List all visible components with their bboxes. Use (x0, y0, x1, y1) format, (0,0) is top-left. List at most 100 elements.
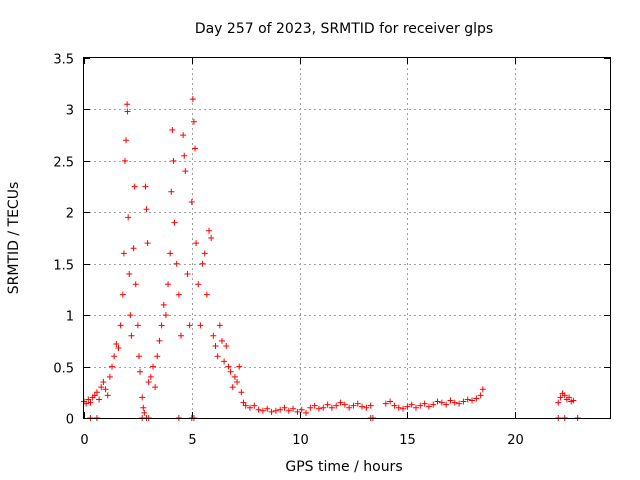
x-axis-label: GPS time / hours (285, 459, 402, 475)
data-point (195, 281, 202, 288)
data-point (350, 402, 357, 409)
data-point (246, 404, 253, 411)
data-point (443, 401, 450, 408)
data-point (294, 408, 301, 415)
data-point (255, 406, 262, 413)
x-tick-labels: 0 5 10 15 20 (80, 433, 523, 448)
data-point (251, 402, 258, 409)
data-point (307, 404, 314, 411)
data-point (328, 404, 335, 411)
data-point (570, 397, 577, 404)
data-point (387, 398, 394, 405)
data-point (264, 405, 271, 412)
data-point (238, 389, 245, 396)
data-point (408, 401, 415, 408)
data-point (201, 250, 208, 257)
data-point (311, 402, 318, 409)
data-point (400, 405, 407, 412)
y-tick-label: 1 (66, 310, 74, 325)
data-point (158, 322, 165, 329)
data-point (168, 188, 175, 195)
data-point (131, 183, 138, 190)
data-point (382, 400, 389, 407)
data-point (126, 271, 133, 277)
y-tick-label: 2.5 (53, 156, 74, 171)
data-point (134, 322, 141, 329)
data-point (91, 392, 98, 399)
data-point (117, 322, 124, 329)
data-point (147, 373, 154, 380)
data-point (469, 397, 476, 404)
data-point (417, 402, 424, 409)
data-point (234, 379, 241, 385)
y-tick-label: 3.5 (53, 53, 74, 68)
data-point (120, 250, 127, 257)
data-point (127, 312, 134, 319)
x-tick-label: 20 (507, 433, 524, 448)
data-point (173, 260, 180, 267)
data-point (165, 281, 172, 288)
data-point (111, 353, 118, 360)
data-point (115, 345, 122, 352)
data-point (128, 332, 135, 339)
data-point (124, 101, 131, 108)
axis-ticks (84, 58, 610, 419)
data-point (93, 389, 100, 396)
data-point (281, 404, 288, 411)
data-point (199, 260, 206, 267)
data-point (87, 399, 94, 406)
data-point (160, 301, 167, 308)
x-tick-label: 15 (399, 433, 416, 448)
data-point (210, 332, 217, 339)
data-point (162, 312, 169, 319)
data-point (303, 409, 310, 416)
data-point (98, 384, 105, 391)
data-point (229, 384, 236, 391)
data-point (479, 386, 486, 393)
data-point (341, 401, 348, 408)
data-point (221, 358, 228, 365)
x-tick-label: 0 (80, 433, 88, 448)
data-point (395, 404, 402, 411)
data-point (272, 407, 279, 414)
data-point (298, 406, 305, 413)
data-point (561, 392, 568, 399)
data-point (412, 404, 419, 411)
data-point (430, 401, 437, 408)
data-point (227, 368, 234, 375)
data-point (144, 240, 151, 247)
data-point (106, 373, 113, 380)
data-point (135, 353, 142, 360)
data-point (85, 396, 92, 403)
data-point (186, 322, 193, 329)
data-point (404, 403, 411, 410)
data-point (290, 405, 297, 412)
data-point (277, 406, 284, 413)
data-point (391, 402, 398, 409)
data-point (109, 363, 116, 370)
data-point (557, 394, 564, 401)
data-point (152, 384, 159, 391)
data-point (149, 363, 156, 370)
data-point (142, 183, 149, 190)
data-point (477, 392, 484, 399)
data-point (259, 407, 266, 414)
data-point (425, 403, 432, 410)
y-tick-label: 1.5 (53, 259, 74, 274)
data-point (451, 399, 458, 406)
data-point (132, 281, 139, 288)
data-point (268, 408, 275, 415)
data-point (197, 322, 204, 329)
data-point (125, 214, 132, 221)
data-point (104, 392, 111, 399)
data-point (363, 404, 370, 411)
data-point (242, 402, 249, 409)
data-point (190, 118, 197, 125)
data-point (143, 206, 150, 213)
data-point (218, 337, 225, 344)
data-point (212, 343, 219, 349)
data-point (180, 132, 187, 139)
data-point (96, 396, 103, 403)
plot-frame (83, 57, 611, 419)
